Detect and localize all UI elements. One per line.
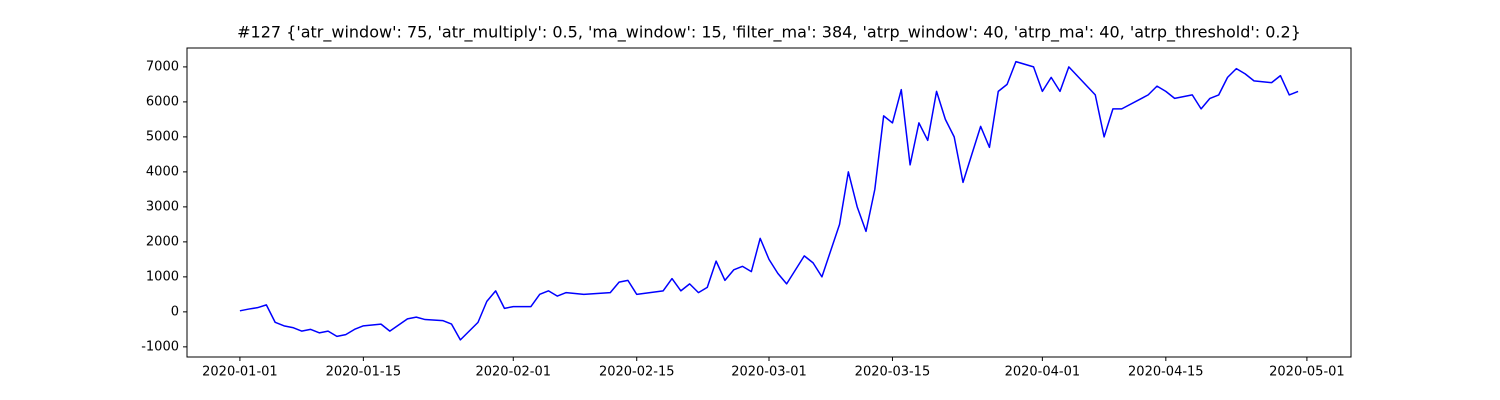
y-tick-label: -1000 bbox=[141, 339, 179, 354]
data-line bbox=[239, 60, 1299, 341]
y-tick-label: 2000 bbox=[146, 234, 179, 249]
y-tick-label: 0 bbox=[171, 304, 179, 319]
x-tick-label: 2020-01-15 bbox=[326, 365, 402, 380]
y-tick-label: 4000 bbox=[146, 164, 179, 179]
x-tick-label: 2020-04-01 bbox=[1005, 365, 1081, 380]
x-tick-label: 2020-03-15 bbox=[855, 365, 931, 380]
chart-title: #127 {'atr_window': 75, 'atr_multiply': … bbox=[237, 23, 1301, 43]
y-tick-label: 3000 bbox=[146, 199, 179, 214]
x-tick-label: 2020-02-01 bbox=[475, 365, 551, 380]
y-tick-label: 6000 bbox=[146, 94, 179, 109]
plot-frame bbox=[186, 47, 1352, 358]
y-tick-label: 7000 bbox=[146, 59, 179, 74]
x-tick-label: 2020-05-01 bbox=[1269, 365, 1345, 380]
y-tick-label: 1000 bbox=[146, 269, 179, 284]
x-tick-label: 2020-01-01 bbox=[202, 365, 278, 380]
y-tick-label: 5000 bbox=[146, 129, 179, 144]
x-tick-label: 2020-02-15 bbox=[599, 365, 675, 380]
x-tick-label: 2020-04-15 bbox=[1128, 365, 1204, 380]
x-tick-label: 2020-03-01 bbox=[731, 365, 807, 380]
